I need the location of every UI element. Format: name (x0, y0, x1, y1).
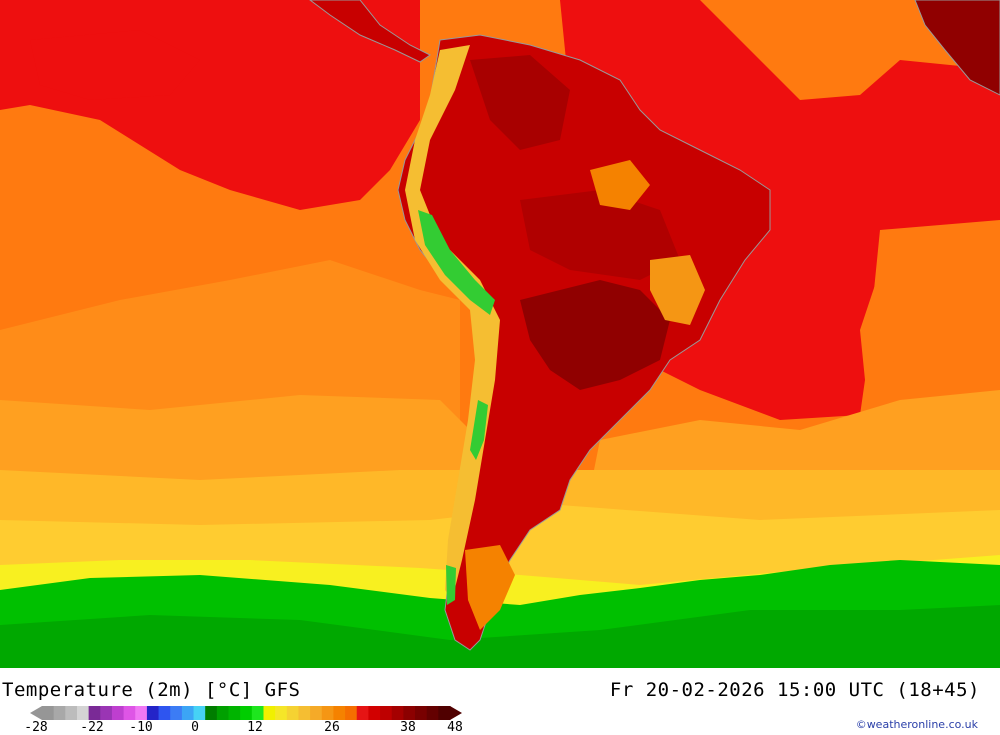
legend-swatch (181, 706, 195, 720)
legend-swatch (298, 706, 311, 720)
pacific-warm-blob (30, 30, 200, 100)
legend-swatch (228, 706, 241, 720)
legend-swatch (42, 706, 55, 720)
legend-swatch (391, 706, 404, 720)
valid-time: Fr 20-02-2026 15:00 UTC (18+45) (609, 679, 980, 701)
hot-central (520, 190, 680, 280)
legend-swatch (65, 706, 78, 720)
legend-swatch (216, 706, 230, 720)
legend-swatch (251, 706, 264, 720)
legend-swatch (76, 706, 90, 720)
legend-swatch (263, 706, 276, 720)
color-legend (30, 706, 462, 720)
legend-swatch (321, 706, 334, 720)
legend-swatch (111, 706, 125, 720)
map-footer (0, 668, 1000, 733)
andes-green-south (470, 400, 488, 460)
central-america-land (309, 0, 431, 63)
legend-swatch (158, 706, 171, 720)
andes-green-strip (418, 210, 495, 315)
amazon-orange-patch (590, 160, 650, 210)
legend-swatch (345, 706, 358, 720)
legend-tick-38: 38 (400, 720, 416, 735)
legend-swatch (193, 706, 206, 720)
legend-arrow-high (450, 706, 462, 720)
legend-swatch (426, 706, 439, 720)
legend-swatch (275, 706, 288, 720)
legend-swatch (170, 706, 183, 720)
legend-swatch (310, 706, 323, 720)
africa-corner-land (914, 0, 1000, 96)
colder-green-band (0, 605, 1000, 668)
legend-tick-26: 26 (324, 720, 340, 735)
patagonia-orange (465, 545, 515, 630)
credit-link[interactable]: ©weatheronline.co.uk (855, 718, 978, 731)
legend-arrow-low (30, 706, 42, 720)
legend-swatch (415, 706, 428, 720)
map-title: Temperature (2m) [°C] GFS (2, 679, 301, 701)
legend-tick-m22: -22 (80, 720, 104, 735)
legend-swatch (356, 706, 369, 720)
legend-tick-m28: -28 (24, 720, 48, 735)
legend-swatch (368, 706, 381, 720)
legend-swatch (88, 706, 101, 720)
legend-tick-m10: -10 (129, 720, 153, 735)
temperature-map (0, 0, 1000, 668)
legend-swatch (240, 706, 253, 720)
atlantic-orange-east (870, 220, 1000, 420)
legend-swatch (403, 706, 416, 720)
legend-swatch (146, 706, 160, 720)
legend-swatch (333, 706, 346, 720)
legend-tick-48: 48 (447, 720, 463, 735)
legend-swatch (123, 706, 136, 720)
andes-green-tip (446, 565, 456, 605)
hottest-core (520, 280, 670, 390)
andes-strip (405, 45, 500, 600)
legend-tick-0: 0 (191, 720, 199, 735)
legend-swatch (205, 706, 218, 720)
legend-swatch (53, 706, 66, 720)
brazil-orange-patch (650, 255, 705, 325)
legend-swatch (286, 706, 299, 720)
legend-swatch (380, 706, 393, 720)
legend-swatch (135, 706, 148, 720)
hot-north (470, 55, 570, 150)
legend-swatch (100, 706, 113, 720)
legend-swatch (438, 706, 451, 720)
legend-tick-12: 12 (247, 720, 263, 735)
